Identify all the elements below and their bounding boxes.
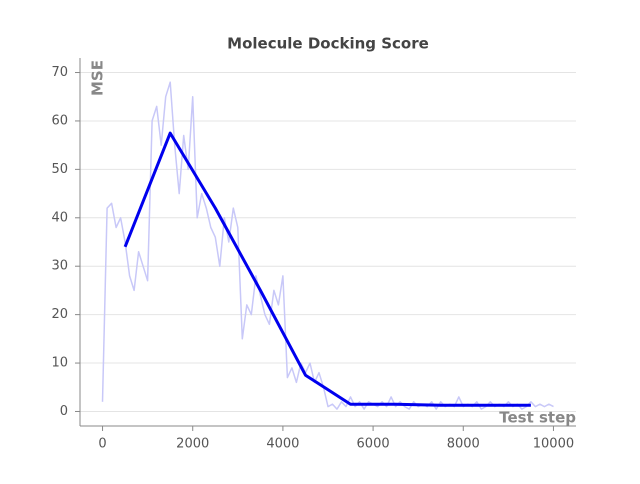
x-tick-label: 6000: [357, 437, 390, 452]
y-tick-label: 40: [51, 210, 68, 225]
x-axis-label: Test step: [499, 409, 576, 427]
y-tick-label: 10: [51, 356, 68, 371]
x-tick-label: 0: [98, 437, 106, 452]
x-tick-label: 8000: [447, 437, 480, 452]
y-tick-label: 30: [51, 259, 68, 274]
x-tick-label: 4000: [266, 437, 299, 452]
line-series: [123, 131, 531, 407]
chart-title: Molecule Docking Score: [227, 35, 429, 53]
x-tick-label: 10000: [533, 437, 574, 452]
y-axis-label: MSE: [89, 60, 107, 96]
y-tick-label: 20: [51, 307, 68, 322]
x-tick-label: 2000: [176, 437, 209, 452]
y-tick-label: 60: [51, 113, 68, 128]
y-tick-label: 0: [60, 404, 68, 419]
plot-area: 0 10 20 30 40 50 60 70 0 2000 4000 6000 8000 10000: [51, 58, 576, 452]
y-tick-label: 50: [51, 162, 68, 177]
y-tick-label: 70: [51, 65, 68, 80]
